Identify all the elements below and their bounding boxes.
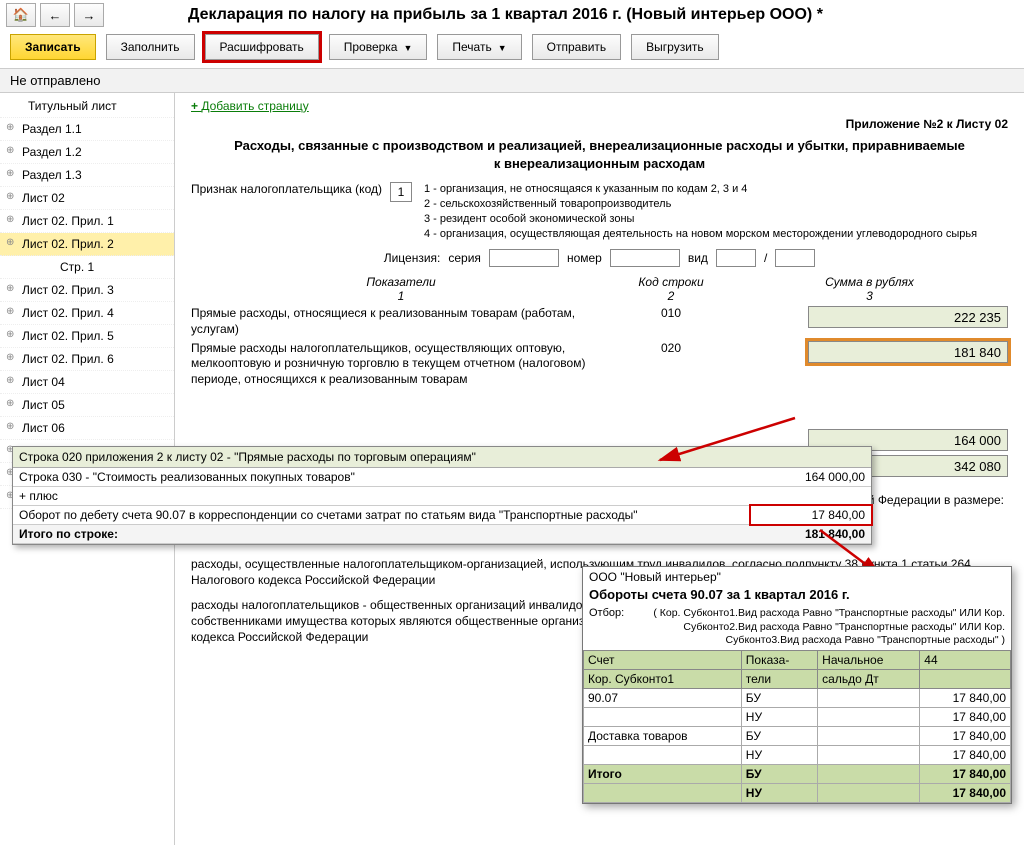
page-title: Декларация по налогу на прибыль за 1 ква… [188,6,823,24]
print-button[interactable]: Печать▼ [437,34,521,60]
sidebar-item[interactable]: Лист 02 [0,187,174,210]
row-desc: Прямые расходы, относящиеся к реализован… [191,306,621,337]
license-series-input[interactable] [489,249,559,267]
sidebar-item[interactable]: Лист 02. Прил. 4 [0,302,174,325]
forward-icon[interactable]: → [74,3,104,27]
row-code: 010 [621,306,721,320]
sidebar-item[interactable]: Раздел 1.1 [0,118,174,141]
value-box[interactable]: 181 840 [808,341,1008,363]
row-code: 020 [621,341,721,355]
sidebar-item[interactable]: Лист 02. Прил. 2 [0,233,174,256]
sidebar-item[interactable]: Титульный лист [0,95,174,118]
sidebar-item[interactable]: Раздел 1.2 [0,141,174,164]
taxpayer-legend: 1 - организация, не относящаяся к указан… [424,182,977,241]
sidebar-item[interactable]: Стр. 1 [0,256,174,279]
document-title: Расходы, связанные с производством и реа… [231,137,968,172]
export-button[interactable]: Выгрузить [631,34,719,60]
sidebar-item[interactable]: Лист 04 [0,371,174,394]
license-kind2-input[interactable] [775,249,815,267]
send-button[interactable]: Отправить [532,34,622,60]
org-name: ООО "Новый интерьер" [583,567,1011,587]
taxpayer-code[interactable]: 1 [390,182,412,202]
fill-button[interactable]: Заполнить [106,34,195,60]
turnover-table: СчетПоказа-Начальное44 Кор. Субконто1тел… [583,650,1011,803]
check-button[interactable]: Проверка▼ [329,34,428,60]
home-icon[interactable]: 🏠 [6,3,36,27]
add-page-link[interactable]: Добавить страницу [191,99,309,113]
taxpayer-label: Признак налогоплательщика (код) [191,182,382,196]
sidebar-item[interactable]: Лист 02. Прил. 3 [0,279,174,302]
license-kind-input[interactable] [716,249,756,267]
report-title: Обороты счета 90.07 за 1 квартал 2016 г. [583,587,1011,605]
sidebar-item[interactable]: Лист 05 [0,394,174,417]
sidebar-item[interactable]: Раздел 1.3 [0,164,174,187]
row-desc: Прямые расходы налогоплательщиков, осуще… [191,341,621,388]
sidebar-item[interactable]: Лист 02. Прил. 5 [0,325,174,348]
decode-button[interactable]: Расшифровать [205,34,319,60]
decode-tooltip: Строка 020 приложения 2 к листу 02 - "Пр… [12,446,872,545]
sidebar-item[interactable]: Лист 02. Прил. 6 [0,348,174,371]
value-box[interactable]: 222 235 [808,306,1008,328]
decode-head: Строка 020 приложения 2 к листу 02 - "Пр… [13,447,871,468]
status-text: Не отправлено [0,69,1024,93]
license-label: Лицензия: [384,251,441,265]
sidebar-item[interactable]: Лист 02. Прил. 1 [0,210,174,233]
sidebar-item[interactable]: Лист 06 [0,417,174,440]
appendix-label: Приложение №2 к Листу 02 [191,117,1008,131]
license-number-input[interactable] [610,249,680,267]
back-icon[interactable]: ← [40,3,70,27]
turnover-report: ООО "Новый интерьер" Обороты счета 90.07… [582,566,1012,804]
write-button[interactable]: Записать [10,34,96,60]
